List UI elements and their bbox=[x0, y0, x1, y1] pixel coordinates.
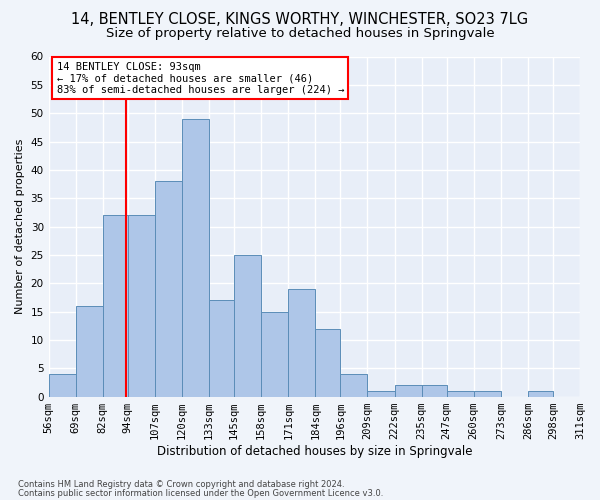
Bar bbox=[474, 391, 501, 396]
Bar bbox=[128, 215, 155, 396]
Text: Contains public sector information licensed under the Open Government Licence v3: Contains public sector information licen… bbox=[18, 488, 383, 498]
Text: 14, BENTLEY CLOSE, KINGS WORTHY, WINCHESTER, SO23 7LG: 14, BENTLEY CLOSE, KINGS WORTHY, WINCHES… bbox=[71, 12, 529, 28]
Bar bbox=[49, 374, 76, 396]
Bar bbox=[340, 374, 367, 396]
Bar bbox=[422, 385, 446, 396]
Bar bbox=[103, 215, 128, 396]
Bar bbox=[316, 328, 340, 396]
Text: Contains HM Land Registry data © Crown copyright and database right 2024.: Contains HM Land Registry data © Crown c… bbox=[18, 480, 344, 489]
Bar bbox=[234, 255, 261, 396]
Bar bbox=[76, 306, 103, 396]
Bar bbox=[261, 312, 288, 396]
Y-axis label: Number of detached properties: Number of detached properties bbox=[15, 139, 25, 314]
Bar bbox=[209, 300, 234, 396]
X-axis label: Distribution of detached houses by size in Springvale: Distribution of detached houses by size … bbox=[157, 444, 472, 458]
Bar bbox=[155, 181, 182, 396]
Bar bbox=[395, 385, 422, 396]
Bar bbox=[446, 391, 474, 396]
Bar bbox=[528, 391, 553, 396]
Bar bbox=[367, 391, 395, 396]
Bar bbox=[288, 289, 316, 397]
Text: 14 BENTLEY CLOSE: 93sqm
← 17% of detached houses are smaller (46)
83% of semi-de: 14 BENTLEY CLOSE: 93sqm ← 17% of detache… bbox=[56, 62, 344, 95]
Text: Size of property relative to detached houses in Springvale: Size of property relative to detached ho… bbox=[106, 28, 494, 40]
Bar bbox=[182, 119, 209, 396]
